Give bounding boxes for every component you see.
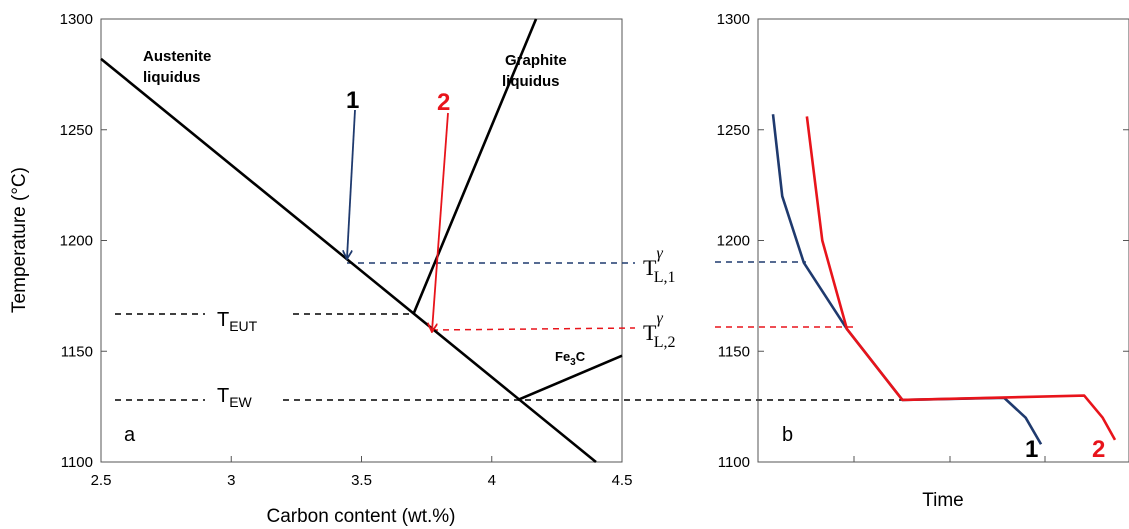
graphite-label-2: liquidus <box>502 73 560 90</box>
tl1-label: Tγ L,1 <box>643 245 676 286</box>
tl1-main: T <box>643 255 657 280</box>
panel-a-tick-labels: 2.5 3 3.5 4 4.5 1100 1150 1200 1250 1300 <box>60 11 633 489</box>
tl2-label: Tγ L,2 <box>643 310 676 351</box>
tl2-main: T <box>643 320 657 345</box>
x-axis-label-b: Time <box>922 490 964 511</box>
panel-a: 2.5 3 3.5 4 4.5 1100 1150 1200 1250 1300 Austenit… <box>9 11 905 527</box>
y-tick-label-a: 1250 <box>60 122 93 139</box>
x-tick-label-a: 3 <box>227 472 235 489</box>
panel-b-tick-labels: 1100 1150 1200 1250 1300 <box>717 11 750 471</box>
arrow-1 <box>347 109 356 258</box>
panel-b-series <box>771 114 1117 445</box>
x-tick-label-a: 3.5 <box>351 472 372 489</box>
t-eut-main: T <box>217 309 229 331</box>
y-tick-label-b: 1300 <box>717 11 750 28</box>
panel-a-series <box>100 18 623 464</box>
line-graphite <box>412 18 538 315</box>
y-tick-label-b: 1200 <box>717 233 750 250</box>
x-tick-label-a: 4 <box>488 472 496 489</box>
panel-b-label: b <box>782 424 793 446</box>
panel-a-ticks <box>100 18 623 463</box>
panel-b: 1100 1150 1200 1250 1300 b 1 2 Time <box>717 11 1129 511</box>
t-ew-sub: EW <box>229 394 252 410</box>
panel-a-label: a <box>124 424 136 446</box>
y-tick-label-b: 1100 <box>718 454 750 471</box>
x-tick-label-a: 2.5 <box>91 472 112 489</box>
curve-2-label: 2 <box>1092 436 1105 463</box>
graphite-label-1: Graphite <box>505 52 567 69</box>
y-tick-label-a: 1150 <box>61 343 93 360</box>
t-ew-label: TEW <box>217 385 253 410</box>
y-axis-label-a: Temperature (°C) <box>9 167 30 313</box>
fe3c-sub: 3 <box>570 357 576 368</box>
y-tick-label-b: 1250 <box>717 122 750 139</box>
fe3c-end: C <box>576 349 586 364</box>
tl2-sup: γ <box>656 310 663 327</box>
t-eut-label: TEUT <box>217 309 258 334</box>
tl1-sub: L,1 <box>654 269 676 286</box>
austenite-label-1: Austenite <box>143 48 211 65</box>
cooling-curve-2 <box>805 116 1117 441</box>
fe3c-label: Fe3C <box>555 349 586 368</box>
arrow-1-label: 1 <box>346 87 359 114</box>
panel-b-ticks <box>758 18 1129 463</box>
y-tick-label-b: 1150 <box>718 343 750 360</box>
y-tick-label-a: 1300 <box>60 11 93 28</box>
x-tick-label-a: 4.5 <box>612 472 633 489</box>
line-fe3c <box>517 354 623 402</box>
fe3c-main: Fe <box>555 349 570 364</box>
tl2-dashed-line <box>431 327 636 331</box>
arrow-2 <box>432 112 449 331</box>
x-axis-label-a: Carbon content (wt.%) <box>266 506 455 527</box>
arrow-2-label: 2 <box>437 89 450 116</box>
austenite-label-2: liquidus <box>143 69 201 86</box>
y-tick-label-a: 1200 <box>60 233 93 250</box>
t-eut-sub: EUT <box>229 318 257 334</box>
curve-1-label: 1 <box>1025 436 1038 463</box>
y-tick-label-a: 1100 <box>61 454 93 471</box>
tl1-sup: γ <box>656 245 663 262</box>
line-austenite <box>100 57 597 464</box>
t-ew-main: T <box>217 385 229 407</box>
tl2-sub: L,2 <box>654 334 676 351</box>
